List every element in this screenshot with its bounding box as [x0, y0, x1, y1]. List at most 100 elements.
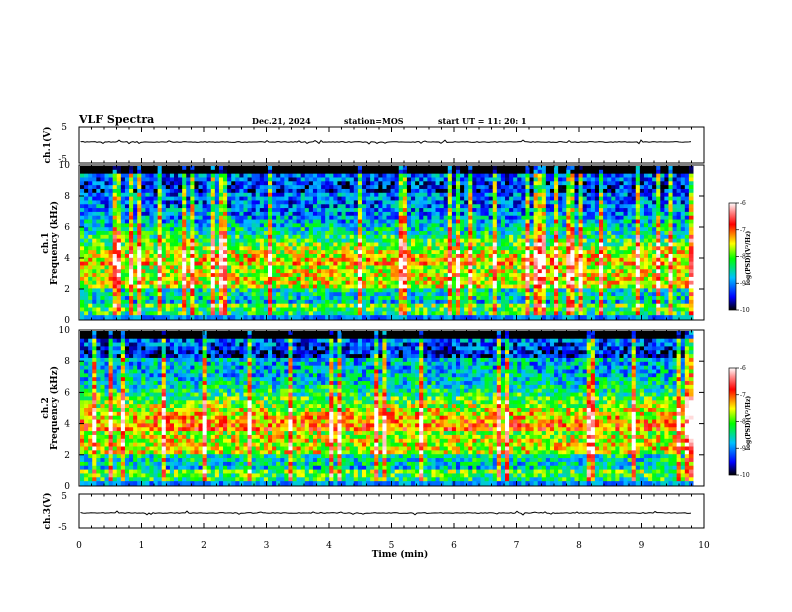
spectrogram-cell [390, 219, 396, 224]
spectrogram-cell [178, 265, 183, 270]
spectrogram-cell [484, 169, 490, 175]
spectrogram-cell [529, 242, 535, 247]
spectrogram-cell [366, 219, 371, 224]
spectrogram-cell [513, 238, 518, 244]
spectrogram-cell [108, 276, 114, 282]
spectrogram-cell [570, 166, 575, 171]
spectrogram-cell [435, 234, 441, 240]
spectrogram-cell [178, 211, 183, 217]
spectrogram-cell [276, 166, 281, 171]
spectrogram-cell [235, 219, 240, 224]
spectrogram-cell [190, 315, 195, 320]
spectrogram-cell [263, 181, 269, 186]
spectrogram-cell [386, 284, 392, 289]
spectrogram-cell [439, 234, 445, 240]
spectrogram-cell [227, 299, 232, 305]
spectrogram-cell [153, 204, 159, 209]
spectrogram-cell [308, 204, 314, 209]
spectrogram-cell [202, 311, 208, 316]
spectrogram-cell [578, 234, 584, 240]
spectrogram-cell [398, 200, 404, 205]
spectrogram-cell [460, 227, 465, 232]
spectrogram-cell [153, 253, 159, 259]
spectrogram-cell [153, 311, 159, 316]
spectrogram-cell [288, 211, 294, 217]
spectrogram-cell [415, 200, 420, 205]
spectrogram-cell [227, 231, 232, 236]
spectrogram-cell [243, 177, 249, 182]
spectrogram-cell [247, 307, 253, 312]
spectrogram-cell [145, 284, 150, 289]
spectrogram-cell [525, 257, 531, 263]
spectrogram-cell [317, 227, 322, 232]
spectrogram-cell [345, 250, 351, 255]
spectrogram-cell [198, 219, 204, 224]
spectrogram-cell [366, 253, 371, 259]
spectrogram-cell [84, 284, 89, 289]
spectrogram-cell [492, 296, 498, 301]
spectrogram-cell [304, 303, 310, 309]
spectrogram-cell [84, 307, 89, 312]
spectrogram-cell [296, 177, 302, 182]
spectrogram-cell [80, 181, 85, 186]
spectrogram-cell [284, 265, 289, 270]
spectrogram-cell [353, 299, 359, 305]
spectrogram-cell [202, 211, 208, 217]
spectrogram-cell [545, 303, 551, 309]
spectrogram-cell [251, 219, 257, 224]
spectrogram-cell [300, 307, 306, 312]
spectrogram-cell [202, 200, 208, 205]
spectrogram-cell [357, 288, 363, 293]
spectrogram-cell [312, 196, 318, 201]
spectrogram-cell [145, 211, 150, 217]
spectrogram-cell [361, 242, 367, 247]
spectrogram-cell [300, 288, 306, 293]
spectrogram-cell [304, 223, 310, 228]
spectrogram-cell [509, 265, 514, 270]
spectrogram-cell [178, 292, 183, 297]
spectrogram-cell [357, 303, 363, 309]
spectrogram-cell [500, 173, 506, 178]
spectrogram-cell [361, 280, 367, 286]
spectrogram-cell [394, 303, 400, 309]
spectrogram-cell [157, 173, 163, 178]
spectrogram-cell [361, 292, 367, 297]
spectrogram-cell [304, 265, 310, 270]
spectrogram-cell [255, 246, 261, 251]
spectrogram-cell [300, 273, 306, 278]
spectrogram-cell [427, 177, 432, 182]
spectrogram-cell [80, 215, 85, 221]
spectrogram-cell [300, 169, 306, 175]
spectrogram-cell [137, 211, 142, 217]
spectrogram-cell [439, 311, 445, 316]
spectrogram-cell [202, 215, 208, 221]
spectrogram-cell [406, 169, 412, 175]
spectrogram-cell [182, 269, 187, 274]
spectrogram-cell [533, 185, 539, 190]
spectrogram-cell [574, 265, 580, 270]
spectrogram-cell [210, 284, 216, 289]
spectrogram-cell [406, 273, 412, 278]
spectrogram-cell [149, 200, 155, 205]
spectrogram-cell [80, 211, 85, 217]
spectrogram-cell [161, 208, 167, 213]
spectrogram-cell [214, 188, 220, 194]
spectrogram-cell [284, 296, 289, 301]
spectrogram-cell [276, 280, 281, 286]
spectrogram-cell [398, 219, 404, 224]
spectrogram-cell [492, 192, 498, 198]
spectrogram-cell [545, 204, 551, 209]
spectrogram-cell [460, 280, 465, 286]
spectrogram-cell [406, 227, 412, 232]
spectrogram-cell [361, 177, 367, 182]
spectrogram-cell [431, 177, 437, 182]
spectrogram-cell [214, 227, 220, 232]
spectrogram-cell [468, 315, 473, 320]
spectrogram-cell [566, 173, 571, 178]
spectrogram-cell [124, 269, 130, 274]
spectrogram-cell [296, 192, 302, 198]
spectrogram-cell [235, 250, 240, 255]
spectrogram-cell [235, 234, 240, 240]
spectrogram-cell [492, 204, 498, 209]
spectrogram-cell [570, 311, 575, 316]
